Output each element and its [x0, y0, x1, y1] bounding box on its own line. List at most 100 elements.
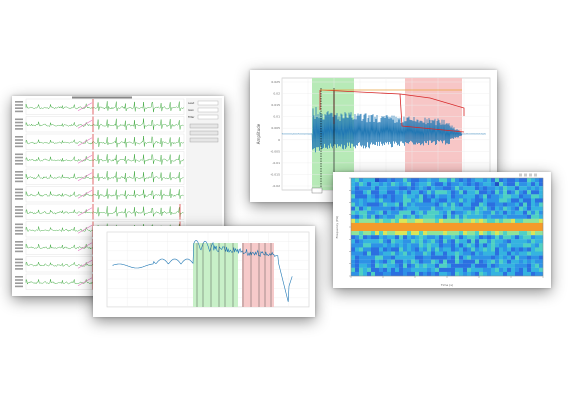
spectrogram-cell [371, 227, 376, 232]
spectrogram-cell [419, 247, 424, 252]
spectrogram-cell [379, 186, 384, 191]
ecg-channel-row [15, 98, 185, 115]
spectrogram-cell [531, 194, 536, 199]
spectrogram-cell [483, 190, 488, 195]
spectrogram-cell [399, 255, 404, 260]
spectrogram-cell [475, 235, 480, 240]
side-control-button[interactable] [189, 137, 219, 143]
spectrogram-cell [499, 247, 504, 252]
spectrogram-cell [539, 239, 544, 244]
spectrogram-cell [399, 227, 404, 232]
spectrogram-cell [383, 190, 388, 195]
spectrogram-cell [403, 206, 408, 211]
ecg-channel-row [15, 133, 185, 150]
spectrogram-cell [535, 239, 540, 244]
frequency-plot-window[interactable] [93, 226, 315, 317]
zoom-icon[interactable] [519, 173, 522, 177]
spectrogram-cell [379, 263, 384, 268]
spectrogram-cell [459, 178, 464, 183]
spectrogram-cell [443, 218, 448, 224]
side-control-button[interactable] [189, 130, 219, 136]
spectrogram-cell [367, 190, 372, 195]
spectrogram-cell [383, 182, 388, 187]
spectrogram-cell [507, 243, 512, 248]
spectrogram-cell [439, 186, 444, 191]
spectrogram-cell [423, 271, 428, 277]
cursor-readout-box[interactable] [311, 187, 323, 194]
spectrogram-cell [467, 210, 472, 215]
spectrogram-cell [443, 271, 448, 277]
spectrogram-cell [527, 255, 532, 260]
spectrogram-cell [539, 231, 544, 236]
spectrogram-cell [507, 263, 512, 268]
spectrogram-cell [395, 235, 400, 240]
spectrogram-cell [495, 263, 500, 268]
spectrogram-cell [523, 235, 528, 240]
side-control-field[interactable] [197, 114, 219, 120]
spectrogram-cell [491, 206, 496, 211]
spectrogram-cell [455, 271, 460, 277]
spectrogram-cell [483, 227, 488, 232]
spectrogram-cell [443, 194, 448, 199]
home-icon[interactable] [529, 173, 532, 177]
spectrogram-cell [487, 255, 492, 260]
spectrogram-cell [435, 259, 440, 264]
spectrogram-cell [539, 178, 544, 183]
spectrogram-window[interactable]: Time (s) Frequency (Hz) [333, 172, 551, 288]
spectrogram-cell [475, 218, 480, 224]
spectrogram-cell [467, 251, 472, 256]
spectrogram-cell [499, 263, 504, 268]
side-control-field[interactable] [197, 107, 219, 113]
spectrogram-cell [455, 263, 460, 268]
frequency-plot-canvas [106, 231, 310, 308]
spectrogram-cell [367, 251, 372, 256]
spectrogram-cell [407, 239, 412, 244]
ecg-channel-label [15, 101, 23, 103]
spectrogram-cell [495, 267, 500, 273]
spectrogram-cell [515, 239, 520, 244]
spectrogram-cell [427, 206, 432, 211]
ecg-grid-window[interactable]: Lead Gain Filter [12, 96, 224, 296]
pan-icon[interactable] [524, 173, 527, 177]
spectrogram-cell [503, 255, 508, 260]
spectrogram-cell [423, 239, 428, 244]
spectrogram-cell [495, 227, 500, 232]
save-icon[interactable] [534, 173, 537, 177]
spectrogram-cell [527, 210, 532, 215]
spectrogram-cell [471, 255, 476, 260]
spectrogram-cell [531, 239, 536, 244]
spectrogram-cell [475, 178, 480, 183]
spectrogram-cell [475, 251, 480, 256]
spectrogram-cell [355, 259, 360, 264]
spectrogram-cell [375, 218, 380, 224]
spectrogram-cell [419, 259, 424, 264]
spectrogram-cell [507, 190, 512, 195]
spectrogram-cell [415, 243, 420, 248]
spectrogram-cell [367, 194, 372, 199]
spectrogram-cell [463, 218, 468, 224]
ecg-ramp-marker [77, 137, 93, 147]
spectrogram-cell [459, 206, 464, 211]
ecg-ramp-marker [77, 224, 93, 234]
spectrogram-cell [391, 267, 396, 273]
spectrogram-cell [479, 231, 484, 236]
spectrogram-cell [459, 218, 464, 224]
spectrogram-cell [527, 202, 532, 207]
spectrogram-cell [415, 210, 420, 215]
side-control-button[interactable] [189, 123, 219, 129]
spectrogram-cell [363, 227, 368, 232]
spectrogram-cell [531, 243, 536, 248]
spectrogram-cell [471, 247, 476, 252]
spectrogram-cell [399, 271, 404, 277]
ecg-trace [25, 153, 184, 165]
spectrogram-cell [415, 259, 420, 264]
spectrogram-cell [459, 214, 464, 219]
spectrogram-cell [511, 231, 516, 236]
ecg-channel-label [15, 285, 23, 288]
spectrogram-cell [359, 202, 364, 207]
ecg-channel-label [15, 282, 23, 284]
spectrogram-cell [411, 202, 416, 207]
spectrogram-cell [375, 231, 380, 236]
side-control-field[interactable] [197, 100, 219, 106]
spectrogram-cell [439, 239, 444, 244]
